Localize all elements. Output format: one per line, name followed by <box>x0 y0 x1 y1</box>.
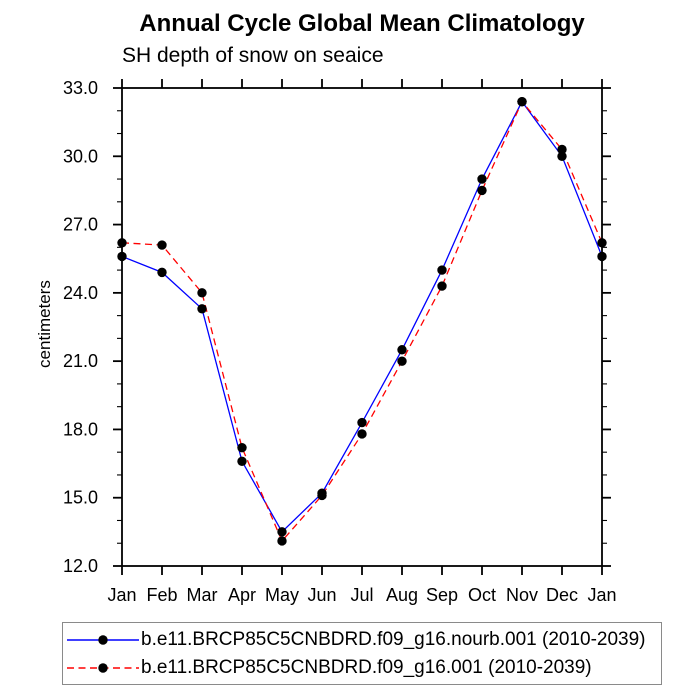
series-0-marker <box>557 151 567 161</box>
x-tick-label: May <box>265 585 299 605</box>
y-tick-label: 18.0 <box>63 419 98 439</box>
series-0-marker <box>437 265 447 275</box>
legend-line-dashed-icon <box>67 663 139 673</box>
chart-subtitle: SH depth of snow on seaice <box>122 44 384 67</box>
chart-title: Annual Cycle Global Mean Climatology <box>139 10 585 37</box>
y-tick-label: 21.0 <box>63 351 98 371</box>
x-tick-label: Nov <box>506 585 538 605</box>
legend-line-solid-icon <box>67 635 139 645</box>
series-1-marker <box>517 96 527 107</box>
x-tick-label: Aug <box>386 585 418 605</box>
series-0-marker <box>117 251 127 262</box>
series-1-marker <box>277 536 287 546</box>
y-tick-label: 12.0 <box>63 556 98 576</box>
series-0-marker <box>477 174 487 184</box>
series-line-0 <box>121 100 603 533</box>
series-0-marker <box>237 456 247 466</box>
legend-sample-marker-0 <box>98 635 108 645</box>
y-tick-label: 15.0 <box>63 488 98 508</box>
series-1-marker <box>117 238 127 248</box>
series-0-marker <box>397 345 407 355</box>
y-tick-label: 30.0 <box>63 146 98 166</box>
series-0-marker <box>197 304 207 314</box>
legend-row: b.e11.BRCP85C5CNBDRD.f09_g16.001 (2010-2… <box>63 654 661 682</box>
plot-frame <box>121 87 603 567</box>
x-tick-label: Jul <box>350 585 373 605</box>
series-0-marker <box>357 417 367 428</box>
legend-sample-marker-1 <box>98 663 108 673</box>
series-1-marker <box>197 288 207 298</box>
legend-row: b.e11.BRCP85C5CNBDRD.f09_g16.nourb.001 (… <box>63 626 661 654</box>
legend-label: b.e11.BRCP85C5CNBDRD.f09_g16.nourb.001 (… <box>141 629 646 650</box>
y-tick-label: 24.0 <box>63 283 98 303</box>
series-1-marker <box>557 144 567 155</box>
series-1-marker <box>157 240 167 250</box>
x-tick-label: Oct <box>468 585 496 605</box>
series-1-marker <box>317 490 327 501</box>
x-tick-label: Feb <box>146 585 177 605</box>
y-tick-label: 27.0 <box>63 215 98 235</box>
x-tick-label: Sep <box>426 585 458 605</box>
series-1-marker <box>357 429 367 439</box>
x-tick-label: Apr <box>228 585 256 605</box>
x-tick-label: Jan <box>107 585 136 605</box>
series-0-marker <box>157 267 167 278</box>
x-tick-label: Dec <box>546 585 578 605</box>
series-1-marker <box>597 238 607 248</box>
series-line-1 <box>121 100 603 543</box>
x-tick-label: Mar <box>187 585 218 605</box>
x-tick-label: Jan <box>587 585 616 605</box>
series-0-marker <box>277 527 287 537</box>
series-1-marker <box>477 185 487 196</box>
series-1-marker <box>437 281 447 291</box>
series-1-marker <box>397 356 407 366</box>
series-0-marker <box>597 251 607 262</box>
series-1-marker <box>237 442 247 453</box>
y-tick-label: 33.0 <box>63 78 98 98</box>
legend-label: b.e11.BRCP85C5CNBDRD.f09_g16.001 (2010-2… <box>141 657 592 678</box>
legend: b.e11.BRCP85C5CNBDRD.f09_g16.nourb.001 (… <box>62 622 662 685</box>
x-tick-label: Jun <box>307 585 336 605</box>
